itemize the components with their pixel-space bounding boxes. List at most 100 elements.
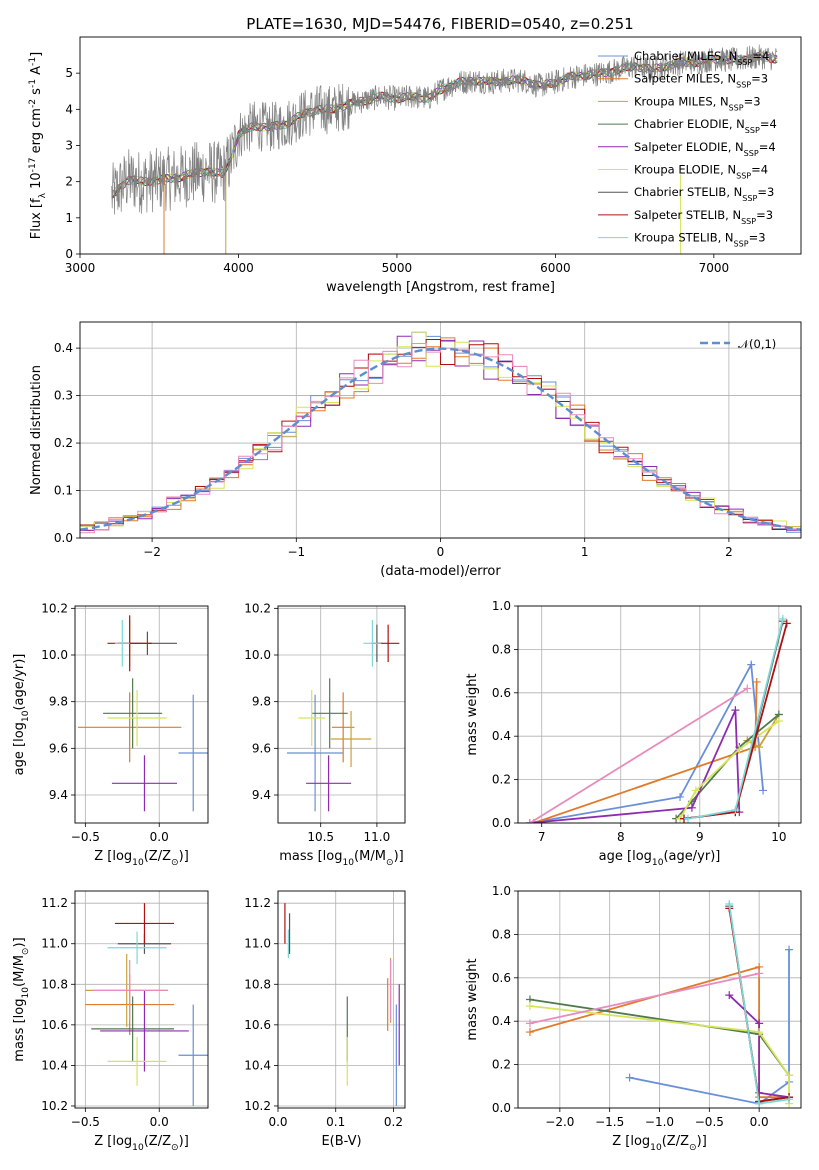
y-tick-label: 0.1 bbox=[54, 484, 73, 498]
x-axis-label: E(B-V) bbox=[321, 1134, 361, 1149]
weight-point-marker bbox=[759, 786, 768, 795]
axes-mass-vs-EBV: 0.0 0.1 0.2 10.2 10.4 10.6 10.8 11.0 11.2 E(B-V) bbox=[244, 890, 406, 1149]
weight-point-marker bbox=[525, 819, 534, 823]
legend: Chabrier MILES, NSSP=4 Salpeter MILES, NS… bbox=[598, 49, 777, 248]
weight-point-marker bbox=[747, 660, 756, 669]
x-tick-label: 1 bbox=[581, 545, 589, 559]
y-tick-label: 10.6 bbox=[41, 1018, 68, 1032]
weight-point-marker bbox=[725, 991, 734, 1000]
plot-area bbox=[80, 331, 801, 534]
axes-mass-vs-Z: −0.5 0.0 10.2 10.4 10.6 10.8 11.0 11.2 Z [log10(… bbox=[12, 890, 209, 1153]
y-tick-label: 0.0 bbox=[54, 531, 73, 545]
y-tick-label: 10.4 bbox=[41, 1058, 68, 1072]
weight-point-marker bbox=[774, 717, 783, 726]
weight-point-marker bbox=[755, 1028, 764, 1037]
y-tick-label: 9.8 bbox=[252, 695, 271, 709]
x-tick-label: −0.5 bbox=[695, 1115, 724, 1129]
x-axis-label: Z [log10(Z/Z⊙)] bbox=[94, 849, 189, 868]
plot-layer: 3000 4000 5000 6000 7000 0 1 2 3 4 5 wavelength [An… bbox=[12, 36, 802, 1153]
y-tick-label: 0.4 bbox=[54, 341, 73, 355]
y-tick-label: 9.4 bbox=[49, 788, 68, 802]
weight-series-line bbox=[529, 709, 741, 823]
weight-point-marker bbox=[755, 969, 764, 978]
plot-area bbox=[284, 903, 400, 1106]
y-tick-label: 10.2 bbox=[244, 1099, 271, 1113]
weight-series-line bbox=[529, 661, 764, 823]
y-tick-label: 11.0 bbox=[244, 937, 271, 951]
weight-series-line bbox=[529, 972, 760, 1025]
weight-point-marker bbox=[683, 814, 692, 823]
plot-area bbox=[286, 620, 400, 812]
weight-point-marker bbox=[691, 786, 700, 795]
weight-point-marker bbox=[525, 1028, 534, 1037]
y-axis-label: mass [log10(M/M⊙)] bbox=[12, 937, 31, 1061]
weight-point-marker bbox=[785, 1095, 794, 1104]
plot-area bbox=[525, 615, 791, 823]
y-tick-label: 0.0 bbox=[492, 816, 511, 830]
x-tick-label: 9 bbox=[696, 830, 704, 844]
weight-point-marker bbox=[755, 1088, 764, 1097]
x-tick-label: −1 bbox=[287, 545, 305, 559]
axes-spectrum: 3000 4000 5000 6000 7000 0 1 2 3 4 5 wavelength [An… bbox=[28, 36, 802, 295]
plot-area bbox=[77, 615, 208, 812]
y-axis-label: mass weight bbox=[465, 958, 480, 1040]
legend-label: Kroupa MILES, NSSP=3 bbox=[634, 94, 761, 112]
axes-frame bbox=[74, 605, 209, 824]
y-axis-label: age [log10(age/yr)] bbox=[12, 654, 31, 776]
axes-frame bbox=[79, 321, 802, 539]
weight-point-marker bbox=[676, 792, 685, 801]
x-tick-label: 7 bbox=[538, 830, 546, 844]
y-tick-label: 0.0 bbox=[492, 1101, 511, 1115]
axes-frame bbox=[517, 605, 802, 824]
x-tick-label: 0 bbox=[437, 545, 445, 559]
plot-area bbox=[85, 903, 208, 1106]
x-tick-label: 11.0 bbox=[364, 830, 391, 844]
plot-area bbox=[111, 44, 778, 254]
observed-spectrum-line bbox=[111, 44, 778, 215]
axes-frame bbox=[79, 36, 802, 255]
axes-age-vs-Z: −0.5 0.0 9.4 9.6 9.8 10.0 10.2 Z [log10(Z/Z⊙)] a… bbox=[12, 601, 209, 868]
y-tick-label: 10.0 bbox=[244, 648, 271, 662]
weight-series-line bbox=[529, 687, 748, 823]
y-tick-label: 0.4 bbox=[492, 1014, 511, 1028]
x-tick-label: 10.5 bbox=[307, 830, 334, 844]
y-tick-label: 9.6 bbox=[49, 741, 68, 755]
x-axis-label: wavelength [Angstrom, rest frame] bbox=[326, 280, 555, 295]
plot-area bbox=[525, 900, 794, 1108]
y-tick-label: 1 bbox=[65, 211, 73, 225]
axes-residuals: −2 −1 0 1 2 0.0 0.1 0.2 0.3 0.4 (data-model)/error… bbox=[29, 321, 802, 579]
weight-point-marker bbox=[782, 619, 791, 628]
y-tick-label: 9.8 bbox=[49, 695, 68, 709]
y-tick-label: 10.8 bbox=[244, 977, 271, 991]
y-tick-label: 10.2 bbox=[41, 601, 68, 615]
x-axis-label: mass [log10(M/M⊙)] bbox=[279, 849, 403, 868]
x-axis-label: Z [log10(Z/Z⊙)] bbox=[94, 1134, 189, 1153]
y-tick-label: 0.8 bbox=[492, 642, 511, 656]
axes-frame bbox=[517, 890, 802, 1109]
figure-title: PLATE=1630, MJD=54476, FIBERID=0540, z=0… bbox=[246, 15, 633, 33]
weight-series-line bbox=[629, 949, 790, 1105]
weight-point-marker bbox=[725, 900, 734, 909]
x-tick-label: 3000 bbox=[65, 261, 96, 275]
weight-point-marker bbox=[752, 677, 761, 686]
y-tick-label: 0.8 bbox=[492, 927, 511, 941]
legend-label: Salpeter STELIB, NSSP=3 bbox=[634, 208, 773, 226]
y-tick-label: 10.2 bbox=[41, 1099, 68, 1113]
axes-mass-weight-vs-age: 7 8 9 10 0.0 0.2 0.4 0.6 0.8 1.0 age [log10(age/yr… bbox=[465, 599, 802, 868]
x-tick-label: −2 bbox=[143, 545, 161, 559]
x-axis-label: (data-model)/error bbox=[380, 564, 501, 579]
x-tick-label: 0.0 bbox=[150, 830, 169, 844]
weight-point-marker bbox=[731, 805, 740, 814]
legend-label: Chabrier MILES, NSSP=4 bbox=[634, 49, 769, 67]
y-tick-label: 0.2 bbox=[492, 1058, 511, 1072]
y-tick-label: 9.4 bbox=[252, 788, 271, 802]
axes-frame bbox=[277, 890, 406, 1109]
y-tick-label: 0.6 bbox=[492, 971, 511, 985]
x-axis-label: age [log10(age/yr)] bbox=[599, 849, 721, 868]
y-tick-label: 0 bbox=[65, 247, 73, 261]
y-tick-label: 1.0 bbox=[492, 884, 511, 898]
legend-label: Chabrier ELODIE, NSSP=4 bbox=[634, 117, 777, 135]
weight-point-marker bbox=[735, 745, 744, 754]
weight-series-line bbox=[683, 620, 784, 820]
